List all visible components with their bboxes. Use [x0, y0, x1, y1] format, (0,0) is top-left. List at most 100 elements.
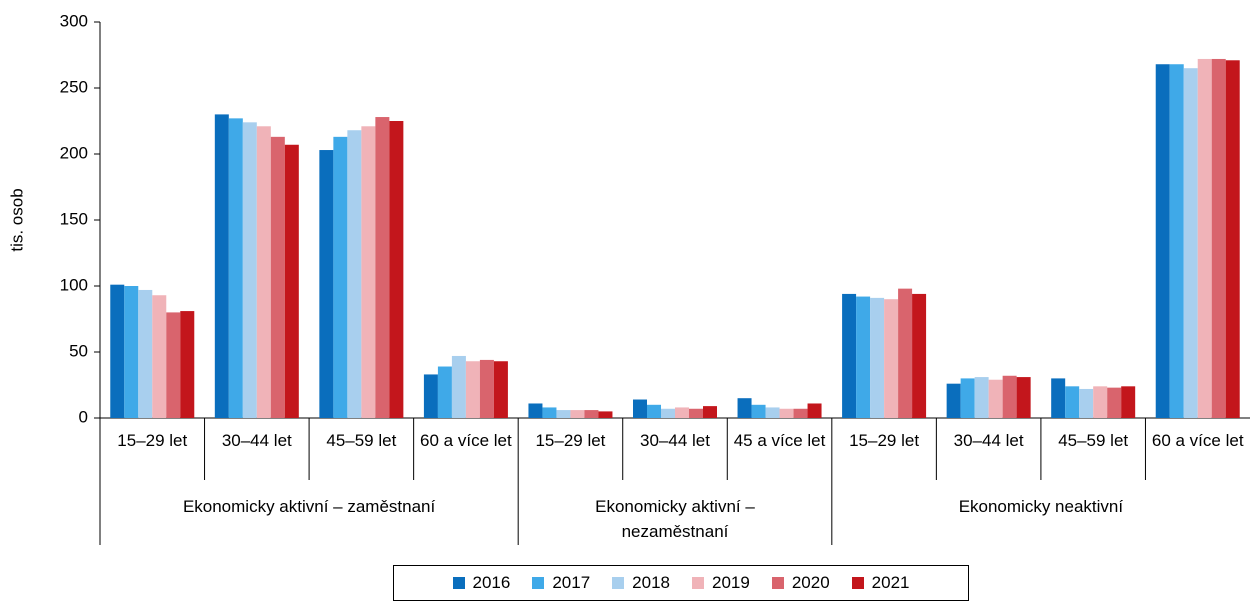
- legend-label: 2020: [791, 573, 830, 592]
- bar: [751, 404, 766, 418]
- y-tick-label: 150: [60, 209, 88, 228]
- legend-swatch: [612, 577, 625, 589]
- bar: [493, 361, 508, 418]
- legend-swatch: [771, 577, 784, 589]
- bar: [166, 312, 181, 418]
- bar: [347, 130, 362, 419]
- legend-label: 2021: [871, 573, 910, 592]
- bar: [661, 408, 675, 418]
- bar: [1093, 386, 1108, 418]
- legend-swatch: [532, 577, 545, 589]
- bar: [793, 408, 808, 418]
- x-tick-label: 30–44 let: [221, 431, 292, 450]
- y-tick-label: 100: [60, 275, 88, 294]
- legend-label: 2018: [632, 573, 670, 592]
- legend-label: 2019: [712, 573, 750, 592]
- bar: [1211, 58, 1226, 419]
- bar: [689, 408, 703, 418]
- bar: [451, 355, 466, 418]
- bar: [633, 399, 647, 418]
- bar: [242, 122, 257, 418]
- bar: [465, 361, 480, 418]
- x-tick-label: 15–29 let: [117, 431, 188, 450]
- y-tick-label: 300: [60, 11, 88, 30]
- bar: [1065, 386, 1080, 418]
- group-label: Ekonomicky neaktivní: [958, 497, 1124, 516]
- bar: [214, 114, 229, 419]
- bar: [110, 284, 125, 418]
- bar: [228, 118, 243, 419]
- bar: [180, 311, 195, 418]
- bar: [542, 407, 557, 418]
- x-tick-label: 45 a více let: [733, 431, 826, 450]
- bar: [765, 407, 780, 418]
- x-tick-label: 30–44 let: [953, 431, 1024, 450]
- bar: [479, 359, 494, 418]
- bar: [884, 299, 899, 418]
- bar: [1002, 375, 1017, 418]
- legend-label: 2017: [552, 573, 591, 592]
- bar: [946, 383, 961, 418]
- bar: [1169, 64, 1184, 419]
- legend-swatch: [692, 577, 704, 589]
- bar: [556, 410, 571, 418]
- y-tick-label: 200: [60, 143, 88, 162]
- bar: [898, 288, 913, 418]
- bar: [1016, 377, 1031, 418]
- bar: [737, 398, 752, 418]
- bar: [675, 407, 689, 418]
- group-label: Ekonomicky aktivní – nezaměstnaní: [595, 497, 755, 541]
- bar: [437, 366, 452, 418]
- y-tick-label: 0: [79, 407, 88, 426]
- legend-item: 2018: [612, 573, 670, 593]
- bar: [584, 410, 599, 418]
- legend-label: 2016: [472, 573, 511, 592]
- y-axis-label: tis. osob: [7, 188, 26, 251]
- bar: [570, 410, 585, 418]
- bar: [870, 297, 885, 418]
- bar: [256, 126, 271, 418]
- bar: [779, 408, 794, 418]
- bar: [1107, 387, 1122, 418]
- x-tick-label: 60 a více let: [420, 431, 512, 450]
- bar: [1197, 58, 1212, 419]
- legend-item: 2020: [771, 573, 830, 593]
- bar: [319, 150, 334, 419]
- bar: [1051, 378, 1066, 418]
- bar: [842, 293, 857, 418]
- bar: [375, 117, 390, 418]
- legend: 2016 2017 2018 2019 2020 2021: [393, 565, 969, 601]
- bar: [152, 295, 167, 418]
- x-tick-label: 30–44 let: [640, 431, 710, 450]
- x-tick-label: 15–29 let: [535, 431, 606, 450]
- bar: [270, 136, 285, 418]
- bar: [284, 144, 299, 418]
- group-label: Ekonomicky aktivní – zaměstnaní: [182, 497, 436, 516]
- bar: [1121, 386, 1136, 418]
- bar: [124, 286, 139, 418]
- legend-item: 2021: [851, 573, 910, 593]
- x-tick-label: 45–59 let: [1058, 431, 1129, 450]
- bar: [598, 411, 613, 418]
- bar: [1225, 60, 1240, 418]
- legend-swatch: [851, 577, 864, 589]
- bar: [423, 374, 438, 418]
- bar: [528, 403, 543, 418]
- y-tick-label: 50: [69, 341, 88, 360]
- bar: [333, 136, 348, 418]
- legend-swatch: [452, 577, 465, 589]
- bar: [912, 293, 927, 418]
- legend-item: 2016: [452, 573, 511, 593]
- x-tick-label: 60 a více let: [1151, 431, 1244, 450]
- bar: [856, 296, 871, 418]
- bar: [988, 379, 1003, 418]
- bar: [361, 126, 376, 418]
- bar: [960, 378, 975, 418]
- bar: [703, 406, 717, 418]
- x-tick-label: 45–59 let: [326, 431, 397, 450]
- y-tick-label: 250: [60, 77, 88, 96]
- bar: [389, 121, 404, 418]
- bar: [1079, 388, 1094, 418]
- bar: [1183, 68, 1198, 418]
